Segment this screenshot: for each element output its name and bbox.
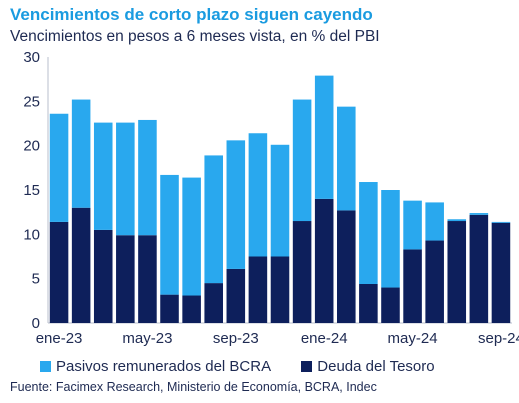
y-tick-label: 30 [23,49,40,66]
legend-swatch-tesoro [301,361,313,372]
bar-segment-bcra [226,140,246,269]
bar-segment-tesoro [314,198,334,323]
bar-segment-tesoro [248,256,268,323]
bar-segment-bcra [116,122,135,236]
bar-segment-tesoro [204,283,223,323]
bar-segment-tesoro [226,268,246,323]
chart-title: Vencimientos de corto plazo siguen cayen… [10,5,373,24]
chart-subtitle: Vencimientos en pesos a 6 meses vista, e… [10,28,380,45]
bar-segment-bcra [381,190,400,288]
y-tick-label: 25 [23,93,40,110]
bar-segment-tesoro [447,221,467,323]
x-tick-label: sep-23 [213,330,259,347]
bar-segment-tesoro [270,256,290,323]
bar-segment-tesoro [491,222,511,323]
legend-label-tesoro: Deuda del Tesoro [317,358,435,375]
bar-segment-tesoro [469,214,489,323]
bar-segment-tesoro [359,283,378,323]
legend-label-bcra: Pasivos remunerados del BCRA [56,358,272,375]
bar-segment-bcra [359,182,378,284]
bar-segment-bcra [49,113,69,222]
y-tick-label: 20 [23,138,40,155]
bar-segment-bcra [491,221,511,223]
bar-segment-bcra [403,200,422,250]
bar-segment-tesoro [182,295,201,323]
x-tick-label: may-23 [122,330,172,347]
chart-source: Fuente: Facimex Research, Ministerio de … [10,380,377,394]
bar-segment-tesoro [403,249,422,323]
bar-segment-bcra [93,122,113,230]
bar-segment-bcra [292,99,312,222]
legend-item-tesoro: Deuda del Tesoro [301,358,435,375]
bar-segment-bcra [138,119,157,236]
bar-segment-tesoro [425,240,444,323]
x-tick-label: ene-24 [301,330,348,347]
bar-segment-bcra [270,144,290,257]
legend-swatch-bcra [40,361,51,372]
bar-segment-bcra [204,155,223,284]
bar-segment-bcra [314,75,334,199]
y-tick-label: 15 [23,182,40,199]
bar-segment-tesoro [381,287,400,323]
bar-segment-tesoro [138,235,157,323]
y-tick-label: 0 [32,315,40,332]
bar-segment-bcra [182,177,201,296]
bar-segment-bcra [160,174,179,295]
bar-segment-bcra [425,202,444,241]
x-tick-label: sep-24 [478,330,519,347]
y-tick-label: 10 [23,226,40,243]
bar-segment-bcra [469,213,489,215]
x-tick-label: ene-23 [36,330,83,347]
bar-segment-tesoro [93,229,113,323]
legend: Pasivos remunerados del BCRA Deuda del T… [40,358,461,376]
bar-segment-bcra [248,133,268,257]
bar-segment-bcra [447,219,467,222]
y-tick-label: 5 [32,271,40,288]
x-tick-label: may-24 [388,330,438,347]
bar-segment-tesoro [116,235,135,323]
bar-segment-bcra [337,106,356,211]
bar-segment-tesoro [292,221,312,323]
bar-segment-tesoro [71,207,91,323]
bar-segment-tesoro [49,221,69,323]
bar-segment-tesoro [337,210,356,323]
legend-item-bcra: Pasivos remunerados del BCRA [40,358,271,375]
bar-segment-bcra [71,99,91,208]
bar-segment-tesoro [160,294,179,323]
